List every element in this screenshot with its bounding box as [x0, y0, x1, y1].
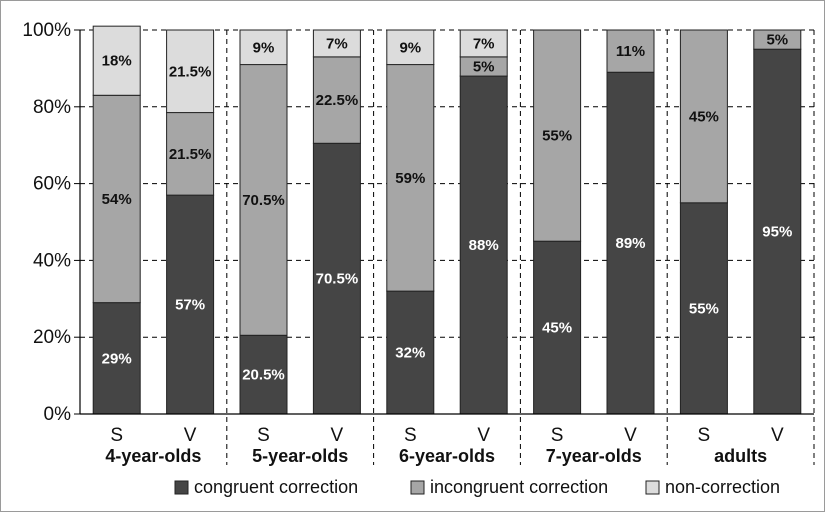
data-label: 29% [102, 350, 132, 367]
data-label: 7% [473, 35, 495, 52]
bar-segment [92, 25, 141, 96]
bars [92, 25, 802, 415]
bar-segment [533, 240, 582, 415]
data-label: 45% [689, 108, 719, 125]
x-category-label: S [404, 425, 417, 446]
legend-label: incongruent correction [430, 477, 608, 497]
bar-segment [312, 142, 361, 415]
bar-segment [239, 64, 288, 336]
data-label: 89% [615, 235, 645, 252]
data-label: 5% [766, 32, 788, 49]
data-label: 59% [395, 170, 425, 187]
legend: congruent correction incongruent correcti… [174, 477, 780, 497]
y-tick-label: 80% [33, 97, 71, 118]
data-label: 55% [689, 300, 719, 317]
bar-segment [239, 334, 288, 415]
data-label: 55% [542, 128, 572, 145]
data-label: 5% [473, 58, 495, 75]
bar-segment [606, 71, 655, 415]
data-label: 22.5% [316, 92, 359, 109]
data-label: 32% [395, 345, 425, 362]
legend-label: non-correction [665, 477, 780, 497]
legend-label: congruent correction [194, 477, 358, 497]
data-label: 95% [762, 224, 792, 241]
data-label: 9% [399, 39, 421, 56]
x-category-label: V [184, 425, 197, 446]
bar-segment [533, 29, 582, 242]
x-group-label: adults [714, 446, 767, 466]
data-label: 54% [102, 191, 132, 208]
bar-segment [239, 29, 288, 66]
bar-segment [166, 29, 215, 114]
x-category-label: V [771, 425, 784, 446]
y-tick-label: 40% [33, 250, 71, 271]
legend-swatch [410, 480, 425, 495]
data-label: 20.5% [242, 367, 285, 384]
data-label: 11% [616, 43, 645, 60]
gridlines [80, 29, 815, 465]
data-label: 21.5% [169, 146, 212, 163]
bar-segment [386, 64, 435, 292]
data-label: 9% [253, 39, 275, 56]
x-category-label: V [331, 425, 344, 446]
axes [74, 29, 814, 415]
data-label: 70.5% [242, 192, 285, 209]
data-label: 88% [469, 237, 499, 254]
bar-segment [679, 29, 728, 204]
bar-segment [312, 29, 361, 58]
x-category-label: S [698, 425, 711, 446]
x-category-label: S [110, 425, 123, 446]
data-label: 18% [102, 53, 132, 70]
y-tick-label: 60% [33, 174, 71, 195]
x-group-label: 5-year-olds [252, 446, 348, 466]
bar-segment [459, 75, 508, 415]
bar-segment [753, 29, 802, 50]
data-label: 45% [542, 320, 572, 337]
data-label: 57% [175, 297, 205, 314]
legend-swatch [645, 480, 660, 495]
labels: 0% 20% 40% 60% 80% 100% 29% 54% 18% 57% 21.5% 21.5%… [22, 20, 792, 466]
x-category-label: V [624, 425, 637, 446]
legend-swatch [174, 480, 189, 495]
y-tick-label: 20% [33, 327, 71, 348]
bar-segment [386, 29, 435, 66]
y-tick-label: 0% [44, 404, 72, 425]
x-group-label: 7-year-olds [546, 446, 642, 466]
y-tick-label: 100% [22, 20, 71, 41]
data-label: 21.5% [169, 63, 212, 80]
x-category-label: S [551, 425, 564, 446]
bar-segment [606, 29, 655, 73]
bar-segment [459, 29, 508, 58]
bar-segment [312, 56, 361, 144]
x-group-label: 4-year-olds [105, 446, 201, 466]
data-label: 7% [326, 35, 348, 52]
x-group-label: 6-year-olds [399, 446, 495, 466]
x-category-label: V [477, 425, 490, 446]
data-label: 70.5% [316, 271, 359, 288]
bar-segment [679, 202, 728, 415]
x-category-label: S [257, 425, 270, 446]
bar-segment [386, 290, 435, 415]
bar-segment [753, 48, 802, 415]
